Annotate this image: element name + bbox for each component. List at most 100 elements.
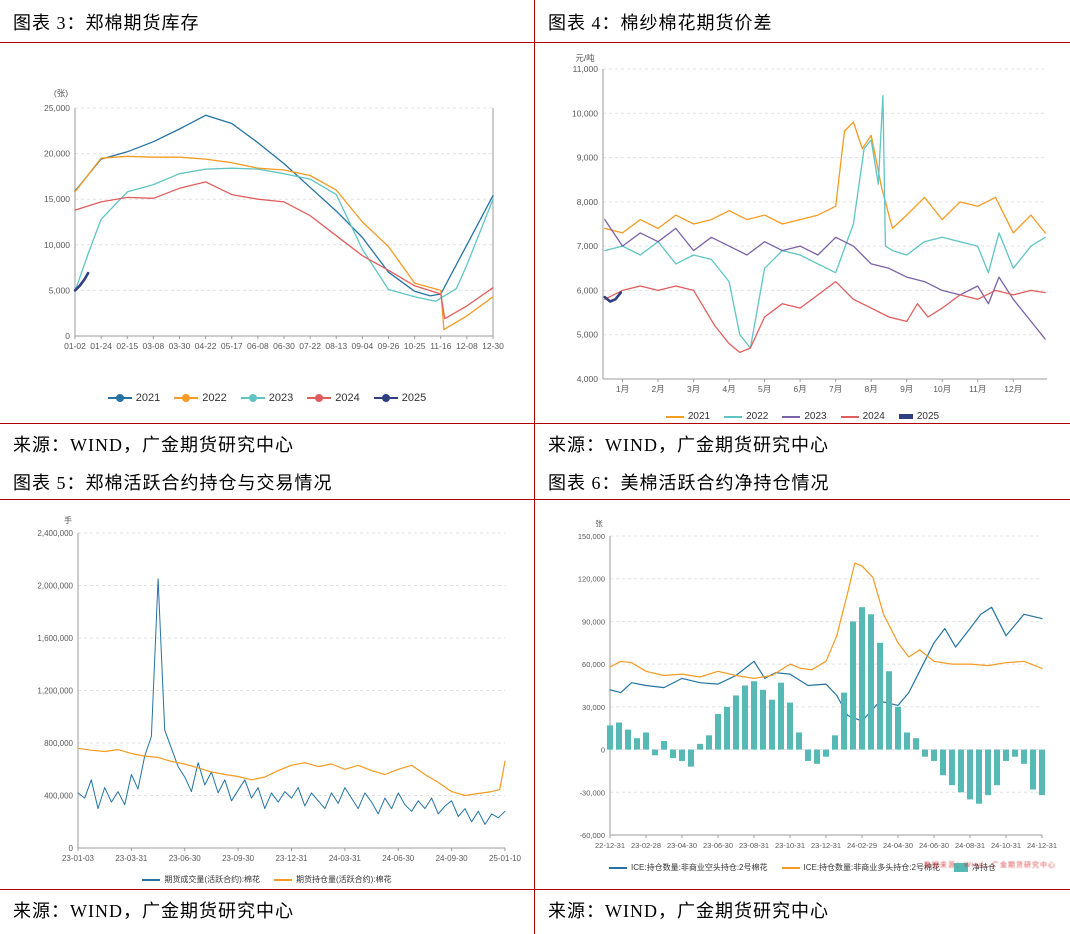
figure-5-title: 图表 5：郑棉活跃合约持仓与交易情况 <box>13 473 333 493</box>
svg-text:5月: 5月 <box>758 384 771 394</box>
svg-text:3月: 3月 <box>687 384 700 394</box>
legend-marker-icon <box>240 394 265 402</box>
chart-6-us-cotton-net-position: -60,000 -30,000 0 30,000 60,000 90,000 120,000… <box>535 500 1070 889</box>
svg-text:7,000: 7,000 <box>577 241 599 251</box>
figure-6-title-cell: 图表 6：美棉活跃合约净持仓情况 <box>535 460 1070 499</box>
svg-text:6月: 6月 <box>794 384 807 394</box>
chart-legend: 期货成交量(活跃合约):棉花 期货持仓量(活跃合约):棉花 <box>0 874 534 885</box>
svg-text:02-15: 02-15 <box>116 341 138 351</box>
legend-marker-icon <box>953 863 968 872</box>
figure-4-title-cell: 图表 4：棉纱棉花期货价差 <box>535 0 1070 42</box>
legend-item: 2025 <box>373 392 427 404</box>
chart-4-yarn-cotton-price-spread: 4,000 5,000 6,000 7,000 8,000 9,000 10,000 11,0… <box>535 43 1070 423</box>
svg-text:30,000: 30,000 <box>582 703 605 712</box>
source-row-bottom: 来源：WIND，广金期货研究中心 来源：WIND，广金期货研究中心 <box>0 890 1070 934</box>
legend-label: 期货成交量(活跃合约):棉花 <box>164 875 260 884</box>
svg-text:2,400,000: 2,400,000 <box>37 529 73 538</box>
svg-text:23-03-31: 23-03-31 <box>115 854 148 863</box>
svg-text:10,000: 10,000 <box>572 108 598 118</box>
legend-item: ICE:持仓数量:非商业多头持仓:2号棉花 <box>781 862 940 873</box>
svg-text:23-06-30: 23-06-30 <box>169 854 202 863</box>
svg-text:23-04-30: 23-04-30 <box>667 841 697 850</box>
svg-text:90,000: 90,000 <box>582 617 605 626</box>
figure-4-chart-cell: 4,000 5,000 6,000 7,000 8,000 9,000 10,000 11,0… <box>535 43 1070 423</box>
svg-text:400,000: 400,000 <box>44 792 73 801</box>
legend-item: 2023 <box>240 392 294 404</box>
figure-6-source: 来源：WIND，广金期货研究中心 <box>548 901 829 921</box>
svg-text:手: 手 <box>64 515 72 525</box>
svg-text:8,000: 8,000 <box>577 197 599 207</box>
figure-3-chart-cell: 0 5,000 10,000 15,000 20,000 25,000 01-02 01-24… <box>0 43 535 423</box>
legend-item: 2025 <box>898 411 939 422</box>
svg-text:10-25: 10-25 <box>404 341 426 351</box>
figure-6-source-cell: 来源：WIND，广金期货研究中心 <box>535 890 1070 934</box>
chart-legend: 2021 2022 2023 2024 2025 <box>535 411 1070 422</box>
svg-text:5,000: 5,000 <box>577 330 599 340</box>
svg-text:10,000: 10,000 <box>44 240 70 250</box>
figure-6-title: 图表 6：美棉活跃合约净持仓情况 <box>548 473 830 493</box>
svg-text:4,000: 4,000 <box>577 374 599 384</box>
svg-text:2,000,000: 2,000,000 <box>37 582 73 591</box>
figure-3-title: 图表 3：郑棉期货库存 <box>13 13 200 33</box>
svg-text:2月: 2月 <box>651 384 664 394</box>
svg-text:12-30: 12-30 <box>482 341 504 351</box>
svg-text:张: 张 <box>595 519 603 528</box>
svg-text:04-22: 04-22 <box>195 341 217 351</box>
figure-4-source: 来源：WIND，广金期货研究中心 <box>548 435 829 455</box>
svg-text:8月: 8月 <box>865 384 878 394</box>
svg-text:09-26: 09-26 <box>378 341 400 351</box>
svg-text:20,000: 20,000 <box>44 149 70 159</box>
figure-4-source-cell: 来源：WIND，广金期货研究中心 <box>535 424 1070 460</box>
svg-text:07-22: 07-22 <box>299 341 321 351</box>
chart-row-bottom: 0 400,000 800,000 1,200,000 1,600,000 2,000,0… <box>0 500 1070 890</box>
svg-text:01-24: 01-24 <box>90 341 112 351</box>
svg-text:24-09-30: 24-09-30 <box>436 854 469 863</box>
title-row-bottom: 图表 5：郑棉活跃合约持仓与交易情况 图表 6：美棉活跃合约净持仓情况 <box>0 460 1070 500</box>
chart-legend: ICE:持仓数量:非商业空头持仓:2号棉花 ICE:持仓数量:非商业多头持仓:2号… <box>535 862 1070 873</box>
svg-text:23-01-03: 23-01-03 <box>62 854 95 863</box>
svg-text:24-12-31: 24-12-31 <box>1027 841 1057 850</box>
svg-text:23-09-30: 23-09-30 <box>222 854 255 863</box>
legend-label: 2025 <box>401 392 427 404</box>
svg-text:08-13: 08-13 <box>325 341 347 351</box>
svg-text:23-10-31: 23-10-31 <box>775 841 805 850</box>
legend-marker-icon <box>665 415 684 418</box>
svg-text:10月: 10月 <box>933 384 951 394</box>
legend-label: 2023 <box>268 392 294 404</box>
legend-marker-icon <box>142 878 161 881</box>
svg-text:11-16: 11-16 <box>430 341 451 351</box>
chart-canvas: 0 400,000 800,000 1,200,000 1,600,000 2,000,0… <box>37 515 521 863</box>
svg-text:01-02: 01-02 <box>64 341 86 351</box>
svg-text:5,000: 5,000 <box>49 285 71 295</box>
svg-text:24-06-30: 24-06-30 <box>919 841 949 850</box>
chart-legend: 2021 2022 2023 2024 2025 <box>0 392 534 404</box>
legend-marker-icon <box>609 866 628 869</box>
legend-marker-icon <box>782 415 801 418</box>
legend-marker-icon <box>107 394 132 402</box>
svg-text:24-10-31: 24-10-31 <box>991 841 1021 850</box>
chart-canvas: 4,000 5,000 6,000 7,000 8,000 9,000 10,000 11,0… <box>572 53 1047 394</box>
svg-text:24-03-31: 24-03-31 <box>329 854 362 863</box>
figure-6-chart-cell: -60,000 -30,000 0 30,000 60,000 90,000 120,000… <box>535 500 1070 889</box>
svg-text:12-08: 12-08 <box>456 341 478 351</box>
svg-text:0: 0 <box>65 331 70 341</box>
legend-item: 2024 <box>307 392 360 404</box>
svg-text:4月: 4月 <box>722 384 735 394</box>
figure-3-title-cell: 图表 3：郑棉期货库存 <box>0 0 535 42</box>
legend-item: ICE:持仓数量:非商业空头持仓:2号棉花 <box>609 862 768 873</box>
legend-marker-icon <box>840 415 859 418</box>
svg-text:03-08: 03-08 <box>143 341 165 351</box>
legend-label: 2021 <box>135 392 161 404</box>
chart-canvas: -60,000 -30,000 0 30,000 60,000 90,000 120,000… <box>578 519 1057 850</box>
legend-label: 2023 <box>804 411 827 422</box>
svg-text:0: 0 <box>69 844 74 853</box>
svg-text:1,200,000: 1,200,000 <box>37 687 73 696</box>
legend-label: ICE:持仓数量:非商业空头持仓:2号棉花 <box>631 863 768 872</box>
svg-text:23-12-31: 23-12-31 <box>811 841 841 850</box>
chart-3-zhengzhou-cotton-inventory: 0 5,000 10,000 15,000 20,000 25,000 01-02 01-24… <box>0 43 534 423</box>
svg-text:1,600,000: 1,600,000 <box>37 634 73 643</box>
legend-item: 净持仓 <box>953 862 996 873</box>
svg-text:7月: 7月 <box>829 384 842 394</box>
svg-text:23-06-30: 23-06-30 <box>703 841 733 850</box>
